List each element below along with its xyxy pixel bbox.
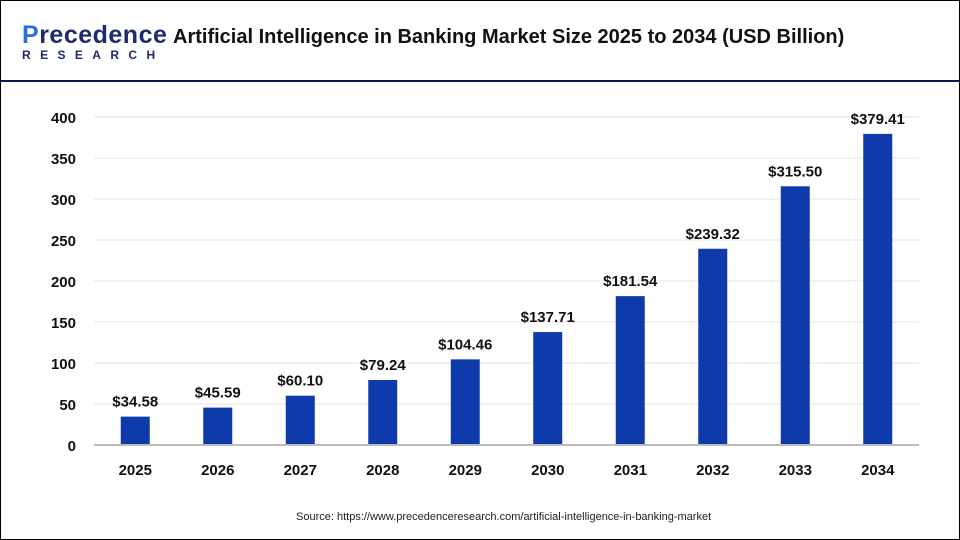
header-divider [1, 80, 959, 82]
x-tick-label: 2034 [861, 462, 895, 479]
data-label: $34.58 [112, 394, 158, 411]
x-tick-label: 2027 [284, 462, 317, 479]
data-label: $239.32 [686, 226, 740, 243]
y-tick-label: 50 [59, 397, 76, 414]
y-tick-label: 250 [51, 233, 76, 250]
x-tick-label: 2029 [449, 462, 482, 479]
source-note: Source: https://www.precedenceresearch.c… [296, 511, 712, 523]
x-tick-label: 2031 [614, 462, 647, 479]
y-tick-label: 400 [51, 110, 76, 127]
data-label: $181.54 [603, 273, 658, 290]
x-tick-label: 2028 [366, 462, 399, 479]
data-label: $104.46 [438, 336, 492, 353]
bar-2033 [780, 186, 810, 446]
x-tick-label: 2032 [696, 462, 729, 479]
y-tick-label: 300 [51, 192, 76, 209]
bar-2025 [120, 416, 150, 445]
x-tick-label: 2026 [201, 462, 234, 479]
logo-text-bottom: RESEARCH [22, 48, 165, 62]
y-tick-label: 200 [51, 274, 76, 291]
data-label: $60.10 [277, 373, 323, 390]
data-label: $315.50 [768, 163, 822, 180]
data-label: $79.24 [360, 357, 407, 374]
x-tick-label: 2030 [531, 462, 564, 479]
bar-2030 [533, 332, 563, 445]
data-label: $137.71 [521, 309, 575, 326]
data-label: $379.41 [851, 111, 905, 128]
y-tick-label: 100 [51, 356, 76, 373]
precedence-research-logo: Precedence RESEARCH [18, 21, 167, 63]
bar-2028 [368, 380, 398, 445]
data-label: $45.59 [195, 385, 241, 402]
bar-2031 [615, 296, 645, 445]
y-tick-label: 350 [51, 151, 76, 168]
x-tick-label: 2033 [779, 462, 812, 479]
chart-title: Artificial Intelligence in Banking Marke… [173, 26, 845, 48]
bar-2026 [203, 407, 233, 445]
bar-2027 [285, 395, 315, 445]
y-tick-label: 150 [51, 315, 76, 332]
bar-2029 [450, 359, 480, 445]
logo-text-top: Precedence [22, 21, 168, 49]
y-tick-label: 0 [68, 438, 76, 455]
x-tick-label: 2025 [119, 462, 152, 479]
bar-2034 [863, 133, 893, 446]
bar-2032 [698, 248, 728, 445]
